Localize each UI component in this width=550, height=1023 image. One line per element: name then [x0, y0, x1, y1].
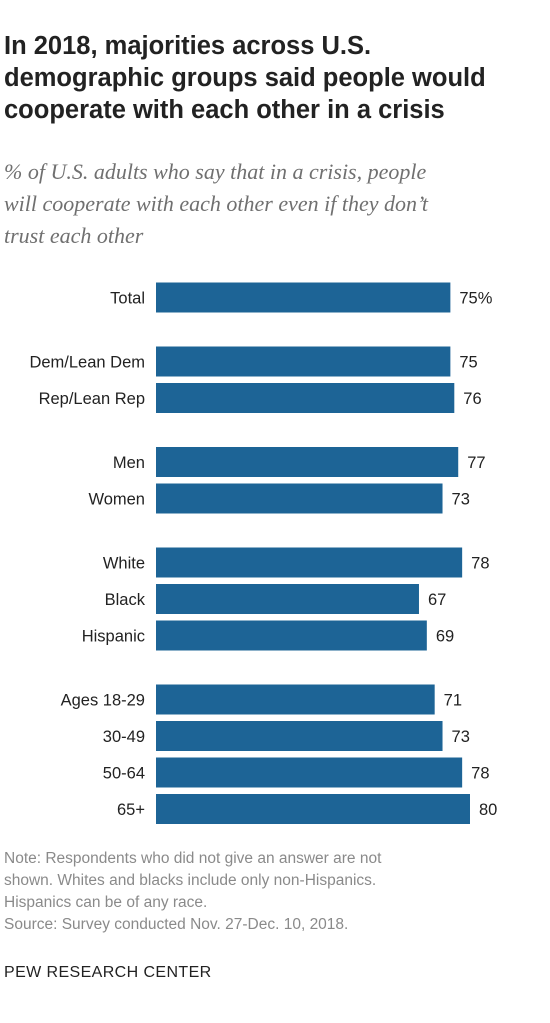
chart-subtitle: % of U.S. adults who say that in a crisi… [4, 156, 544, 252]
bar [156, 757, 463, 788]
value-label: 67 [428, 591, 446, 609]
value-label: 75% [459, 290, 492, 308]
chart-title-line: In 2018, majorities across U.S. [4, 32, 372, 60]
category-label: Black [105, 591, 146, 609]
chart-title-line: cooperate with each other in a crisis [4, 96, 445, 124]
category-label: Hispanic [82, 628, 145, 646]
value-label: 80 [479, 801, 497, 819]
value-label: 73 [452, 728, 470, 746]
bar [156, 346, 451, 377]
value-label: 77 [467, 454, 485, 472]
bar [156, 483, 443, 514]
category-label: 50-64 [103, 765, 145, 783]
source-line: Source: Survey conducted Nov. 27-Dec. 10… [4, 916, 349, 933]
bar [156, 383, 455, 413]
value-label: 73 [452, 491, 470, 509]
bar [156, 547, 463, 578]
value-label: 78 [471, 555, 489, 573]
chart-subtitle-line: will cooperate with each other even if t… [4, 191, 429, 216]
chart-note: Note: Respondents who did not give an an… [4, 848, 544, 936]
chart-title-line: demographic groups said people would [4, 64, 486, 92]
category-label: Men [113, 454, 145, 472]
bar [156, 584, 419, 614]
category-label: 30-49 [103, 728, 145, 746]
category-label: 65+ [117, 801, 145, 819]
category-label: Dem/Lean Dem [29, 354, 145, 372]
bar [156, 282, 451, 313]
bar-chart: Total 75% Dem/Lean Dem 75 Rep/Lean Rep 76 Men 7… [29, 282, 497, 824]
value-label: 75 [459, 354, 477, 372]
value-label: 69 [436, 628, 454, 646]
bar [156, 447, 459, 477]
bar [156, 794, 470, 824]
chart-subtitle-line: trust each other [4, 223, 144, 248]
note-line: shown. Whites and blacks include only no… [4, 872, 377, 889]
note-line: Note: Respondents who did not give an an… [4, 850, 382, 867]
category-label: Rep/Lean Rep [39, 390, 145, 408]
brand-label: PEW RESEARCH CENTER [4, 964, 212, 981]
chart-title: In 2018, majorities across U.S. demograp… [4, 30, 544, 126]
category-label: White [103, 555, 145, 573]
category-label: Women [88, 491, 145, 509]
value-label: 78 [471, 765, 489, 783]
chart-subtitle-line: % of U.S. adults who say that in a crisi… [4, 159, 427, 184]
bar [156, 721, 443, 751]
category-label: Total [110, 290, 145, 308]
bar [156, 684, 435, 715]
value-label: 71 [444, 692, 462, 710]
value-label: 76 [463, 390, 481, 408]
bar [156, 620, 427, 651]
note-line: Hispanics can be of any race. [4, 894, 208, 911]
category-label: Ages 18-29 [61, 692, 145, 710]
